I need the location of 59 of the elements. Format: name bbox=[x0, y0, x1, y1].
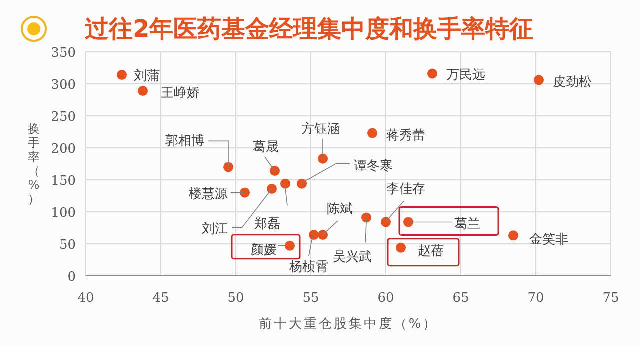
x-axis-title: 前十大重仓股集中度（%） bbox=[258, 316, 438, 332]
point bbox=[297, 178, 307, 189]
point bbox=[362, 212, 372, 223]
point bbox=[428, 68, 438, 79]
point bbox=[240, 188, 250, 198]
chart-title: 过往2年医药基金经理集中度和换手率特征 bbox=[84, 15, 534, 43]
annotation: 万民远 bbox=[446, 68, 486, 83]
point bbox=[508, 230, 518, 241]
annotation: 郑磊 bbox=[254, 216, 280, 232]
y-tick-label: 300 bbox=[51, 78, 76, 93]
annotation: 赵蓓 bbox=[418, 244, 444, 259]
point bbox=[270, 166, 280, 176]
annotation: 郭相博 bbox=[166, 134, 204, 150]
point bbox=[138, 86, 148, 96]
annotation: 颜媛 bbox=[251, 242, 277, 258]
x-tick-label: 40 bbox=[78, 291, 94, 306]
point bbox=[396, 242, 406, 253]
annotation: 王峥娇 bbox=[161, 86, 200, 102]
x-tick-label: 70 bbox=[528, 291, 544, 306]
point bbox=[117, 70, 127, 80]
y-tick-label: 50 bbox=[59, 238, 76, 253]
y-tick-label: 350 bbox=[51, 46, 76, 61]
point bbox=[318, 154, 328, 164]
annotation: 李佳存 bbox=[386, 182, 426, 198]
point bbox=[224, 162, 234, 172]
annotation: 葛晟 bbox=[253, 140, 279, 156]
point bbox=[318, 230, 328, 240]
annotation: 谭冬寒 bbox=[354, 158, 393, 174]
y-tick-label: 200 bbox=[51, 142, 76, 157]
annotation: 皮劲松 bbox=[553, 75, 592, 90]
y-tick-label: 150 bbox=[51, 174, 76, 189]
annotation: 葛兰 bbox=[454, 217, 480, 232]
point bbox=[368, 128, 378, 138]
annotation: 吴兴武 bbox=[333, 250, 372, 265]
point bbox=[404, 217, 414, 228]
annotation: 杨桢霄 bbox=[288, 260, 328, 276]
annotation: 陈斌 bbox=[327, 202, 353, 218]
point bbox=[309, 230, 319, 240]
x-tick-label: 65 bbox=[452, 291, 470, 306]
x-tick-label: 75 bbox=[602, 291, 620, 306]
x-tick-label: 50 bbox=[228, 291, 244, 306]
x-tick-label: 60 bbox=[378, 291, 394, 306]
annotation: 金笑非 bbox=[530, 232, 568, 248]
y-tick-label: 100 bbox=[51, 206, 76, 221]
annotation: 方钰涵 bbox=[302, 120, 340, 137]
x-tick-label: 45 bbox=[152, 291, 170, 306]
y-axis-title: 换手率（%） bbox=[28, 122, 40, 206]
point bbox=[267, 184, 277, 194]
point bbox=[381, 217, 391, 228]
y-tick-label: 0 bbox=[68, 270, 76, 285]
point bbox=[285, 240, 295, 251]
annotation: 刘蒲 bbox=[134, 69, 160, 84]
y-tick-label: 250 bbox=[51, 110, 76, 125]
annotation: 蒋秀蕾 bbox=[386, 128, 426, 144]
point bbox=[280, 178, 290, 189]
x-tick-label: 55 bbox=[302, 291, 320, 306]
point bbox=[534, 75, 544, 86]
annotation: 刘江 bbox=[202, 222, 228, 237]
annotation: 楼慧源 bbox=[189, 186, 228, 202]
